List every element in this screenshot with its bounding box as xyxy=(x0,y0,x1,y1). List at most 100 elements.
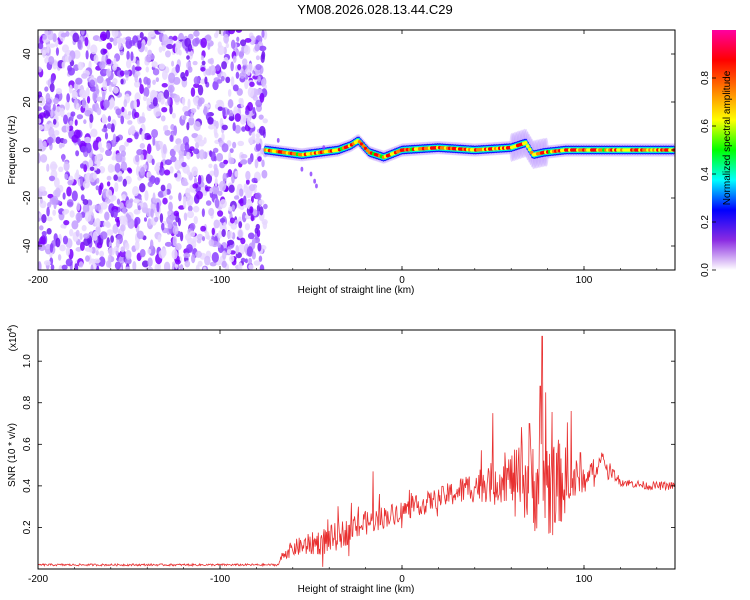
noise-blob xyxy=(66,258,73,266)
noise-blob xyxy=(233,84,239,91)
noise-blob xyxy=(194,216,198,224)
noise-blob xyxy=(223,173,227,182)
noise-blob xyxy=(175,44,180,55)
stray-point xyxy=(322,145,325,150)
noise-blob xyxy=(98,141,102,149)
noise-blob xyxy=(234,195,239,200)
noise-blob xyxy=(100,231,107,239)
noise-blob xyxy=(105,132,108,139)
snr-x-ticks: -200 -100 0 100 xyxy=(28,330,657,585)
noise-blob xyxy=(188,66,193,73)
noise-blob xyxy=(55,238,60,248)
noise-blob xyxy=(63,220,69,225)
noise-blob xyxy=(100,183,104,190)
noise-blob xyxy=(146,78,151,85)
noise-blob xyxy=(252,251,256,259)
noise-blob xyxy=(122,206,127,213)
noise-blob xyxy=(212,228,215,236)
noise-blob xyxy=(259,115,264,120)
noise-blob xyxy=(207,117,213,125)
noise-blob xyxy=(102,116,108,124)
noise-blob xyxy=(182,76,187,81)
noise-blob xyxy=(115,163,121,173)
noise-blob xyxy=(77,114,83,119)
noise-blob xyxy=(93,231,98,241)
noise-blob xyxy=(238,98,242,104)
noise-blob xyxy=(203,191,207,196)
snr-y-tick-label: 0.8 xyxy=(22,395,33,409)
noise-blob xyxy=(248,258,252,265)
snr-y-tick-label: 0.6 xyxy=(22,437,33,451)
noise-blob xyxy=(197,239,201,244)
noise-blob xyxy=(186,55,190,60)
noise-blob xyxy=(78,62,84,70)
noise-blob xyxy=(106,43,112,50)
noise-blob xyxy=(198,175,202,185)
noise-blob xyxy=(133,99,137,109)
noise-blob xyxy=(262,118,267,123)
noise-blob xyxy=(206,200,212,206)
noise-blob xyxy=(69,85,73,94)
noise-blob xyxy=(240,154,247,159)
noise-blob xyxy=(134,81,140,88)
noise-blob xyxy=(164,130,171,136)
snr-y-label: SNR (10 * v/v) xyxy=(7,423,18,487)
noise-blob xyxy=(136,60,139,67)
noise-blob xyxy=(201,55,204,60)
noise-blob xyxy=(65,31,69,37)
y-tick-label: -40 xyxy=(22,238,33,253)
noise-blob xyxy=(257,243,261,252)
noise-blob xyxy=(184,212,188,220)
noise-blob xyxy=(46,93,51,102)
noise-blob xyxy=(47,228,52,234)
noise-blob xyxy=(116,240,120,248)
noise-blob xyxy=(95,204,102,211)
noise-blob xyxy=(121,194,126,200)
noise-blob xyxy=(47,44,50,54)
noise-blob xyxy=(39,186,46,192)
noise-blob xyxy=(257,76,261,83)
noise-blob xyxy=(137,40,141,49)
noise-blob xyxy=(208,164,212,169)
noise-blob xyxy=(44,86,48,91)
noise-blob xyxy=(66,186,72,196)
noise-blob xyxy=(192,38,199,47)
noise-blob xyxy=(231,40,236,49)
noise-blob xyxy=(261,160,264,168)
x-tick-label: 100 xyxy=(576,275,593,286)
noise-blob xyxy=(251,240,255,250)
noise-blob xyxy=(260,93,265,103)
noise-blob xyxy=(62,44,69,52)
noise-blob xyxy=(261,78,266,86)
noise-blob xyxy=(113,57,116,66)
noise-blob xyxy=(94,165,98,170)
noise-blob xyxy=(159,46,163,52)
noise-blob xyxy=(249,184,256,191)
noise-blob xyxy=(76,212,83,221)
noise-blob xyxy=(189,231,195,237)
noise-blob xyxy=(55,187,61,197)
noise-blob xyxy=(64,174,68,180)
noise-blob xyxy=(120,51,124,55)
noise-blob xyxy=(53,104,56,112)
noise-blob xyxy=(158,234,162,242)
noise-blob xyxy=(208,125,215,130)
noise-blob xyxy=(166,39,173,45)
noise-blob xyxy=(89,114,93,123)
noise-blob xyxy=(183,198,187,208)
noise-blob xyxy=(143,96,147,102)
noise-blob xyxy=(218,106,223,111)
noise-blob xyxy=(254,44,259,51)
noise-blob xyxy=(228,89,232,97)
noise-blob xyxy=(123,179,127,187)
spectrogram-panel: -200 -100 0 100 40200-20-40 Height of strai… xyxy=(7,26,677,296)
noise-blob xyxy=(82,225,87,231)
noise-blob xyxy=(249,206,253,213)
noise-blob xyxy=(129,198,133,203)
noise-blob xyxy=(187,170,191,176)
noise-blob xyxy=(70,210,75,218)
noise-blob xyxy=(50,83,55,92)
noise-blob xyxy=(106,59,111,65)
y-tick-label: 20 xyxy=(22,96,33,108)
noise-blob xyxy=(232,142,236,149)
